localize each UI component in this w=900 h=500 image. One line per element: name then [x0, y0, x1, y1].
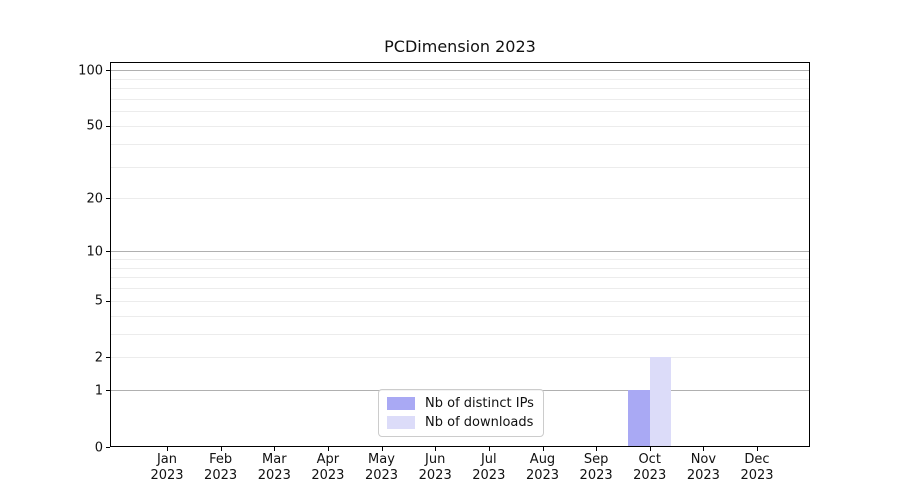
y-tick [106, 357, 110, 359]
y-tick-label: 2 [94, 350, 103, 366]
gridline-minor [111, 98, 809, 100]
x-tick-label: Apr 2023 [296, 452, 360, 484]
x-tick-label: Mar 2023 [242, 452, 306, 484]
x-tick-label: Jan 2023 [135, 452, 199, 484]
y-tick [106, 447, 110, 448]
legend-label-distinct-ips: Nb of distinct IPs [425, 396, 534, 411]
gridline-minor [111, 125, 809, 127]
gridline-minor [111, 315, 809, 317]
x-tick-year: 2023 [418, 468, 452, 483]
x-tick [649, 447, 651, 451]
y-tick-label: 100 [78, 63, 103, 79]
x-tick-year: 2023 [257, 468, 291, 483]
x-tick-month: Feb [209, 452, 233, 467]
x-tick-label: Oct 2023 [618, 452, 682, 484]
x-tick-year: 2023 [740, 468, 774, 483]
x-tick [220, 447, 222, 451]
y-tick [106, 198, 110, 200]
y-tick-label: 20 [86, 191, 103, 207]
gridline-minor [111, 88, 809, 90]
legend-swatch-downloads [387, 416, 415, 429]
y-tick-label: 5 [94, 293, 103, 309]
gridline-minor [111, 288, 809, 290]
legend-entry-distinct-ips: Nb of distinct IPs [387, 396, 543, 411]
x-tick-month: Apr [316, 452, 340, 467]
x-tick-label: Feb 2023 [189, 452, 253, 484]
y-tick-label: 0 [94, 440, 103, 455]
gridline-major [111, 70, 809, 72]
legend: Nb of distinct IPs Nb of downloads [378, 389, 544, 437]
y-tick [106, 390, 110, 392]
gridline-minor [111, 143, 809, 145]
gridline-major [111, 251, 809, 253]
gridline-minor [111, 111, 809, 113]
bar-nb-of-distinct-ips-oct [628, 390, 650, 446]
chart-title: PCDimension 2023 [384, 37, 536, 56]
x-tick [703, 447, 705, 451]
x-tick-year: 2023 [686, 468, 720, 483]
gridline-minor [111, 357, 809, 359]
x-tick-month: Mar [262, 452, 287, 467]
plot-spine-bottom [110, 446, 810, 447]
x-tick-label: Dec 2023 [725, 452, 789, 484]
gridline-minor [111, 198, 809, 200]
y-tick-label: 50 [86, 118, 103, 134]
x-tick [274, 447, 276, 451]
x-tick [435, 447, 437, 451]
x-tick-month: Dec [744, 452, 770, 467]
x-tick-month: Aug [529, 452, 556, 467]
x-tick-label: May 2023 [350, 452, 414, 484]
x-tick-year: 2023 [311, 468, 345, 483]
x-tick-month: Jun [425, 452, 446, 467]
x-tick-month: May [368, 452, 395, 467]
x-tick-year: 2023 [204, 468, 238, 483]
y-tick [106, 300, 110, 302]
x-tick-month: Oct [638, 452, 661, 467]
x-tick-year: 2023 [472, 468, 506, 483]
x-tick-year: 2023 [579, 468, 613, 483]
gridline-minor [111, 300, 809, 302]
y-tick [106, 125, 110, 127]
gridline-minor [111, 267, 809, 269]
x-tick [167, 447, 168, 451]
x-tick-month: Jan [156, 452, 178, 467]
x-tick-label: Aug 2023 [511, 452, 575, 484]
y-tick-label: 10 [86, 244, 103, 260]
y-tick [106, 70, 110, 72]
x-tick-month: Sep [583, 452, 609, 467]
legend-entry-downloads: Nb of downloads [387, 415, 543, 430]
x-tick [596, 447, 598, 451]
gridline-minor [111, 166, 809, 168]
x-tick-month: Jul [480, 452, 497, 467]
gridline-minor [111, 78, 809, 80]
y-tick [106, 251, 110, 253]
x-tick [757, 447, 758, 451]
x-tick-label: Nov 2023 [671, 452, 735, 484]
x-tick-year: 2023 [150, 468, 184, 483]
gridline-minor [111, 258, 809, 260]
legend-label-downloads: Nb of downloads [425, 415, 534, 430]
plot-spine-left [110, 62, 111, 447]
x-tick-year: 2023 [364, 468, 399, 483]
x-tick-label: Jun 2023 [403, 452, 467, 484]
plot-area [110, 62, 810, 447]
bar-nb-of-downloads-oct [649, 357, 672, 446]
x-tick [381, 447, 383, 451]
legend-swatch-distinct-ips [387, 397, 415, 410]
x-tick [542, 447, 544, 451]
x-tick-year: 2023 [525, 468, 560, 483]
x-tick-label: Sep 2023 [564, 452, 628, 484]
x-tick-month: Nov [690, 452, 717, 467]
gridline-minor [111, 333, 809, 335]
x-tick-label: Jul 2023 [457, 452, 521, 484]
x-tick-year: 2023 [633, 468, 667, 483]
x-tick [488, 447, 490, 451]
x-tick [327, 447, 329, 451]
y-tick-label: 1 [94, 383, 103, 399]
gridline-minor [111, 277, 809, 279]
plot-spine-top [110, 62, 810, 63]
plot-spine-right [809, 62, 810, 447]
